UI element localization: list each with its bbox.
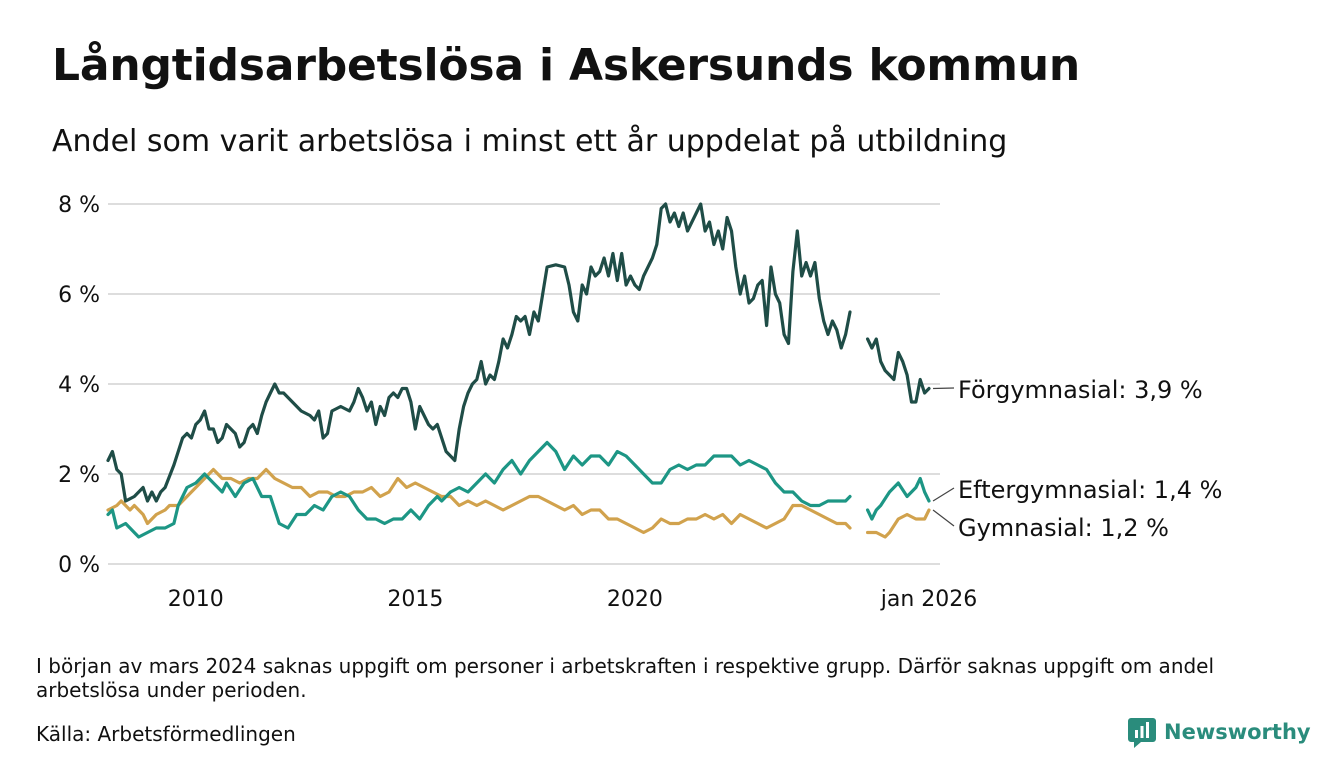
- y-tick-label: 6 %: [58, 283, 100, 308]
- source-label: Källa: Arbetsförmedlingen: [36, 722, 296, 746]
- series-line-gymnasial: [106, 467, 931, 539]
- x-tick-label: 2020: [607, 587, 663, 612]
- y-tick-label: 8 %: [58, 193, 100, 218]
- y-tick-label: 2 %: [58, 463, 100, 488]
- series-label-förgymnasial: Förgymnasial: 3,9 %: [958, 376, 1203, 404]
- newsworthy-logo: Newsworthy: [1128, 716, 1311, 748]
- x-axis-tick-labels: 2010 2015 2020 jan 2026: [168, 587, 977, 612]
- newsworthy-logo-icon: [1128, 718, 1156, 748]
- x-tick-label: 2015: [387, 587, 443, 612]
- x-tick-label: 2010: [168, 587, 224, 612]
- chart-subtitle: Andel som varit arbetslösa i minst ett å…: [52, 124, 1008, 159]
- label-connector: [932, 487, 955, 502]
- series-end-labels: Förgymnasial: 3,9 % Eftergymnasial: 1,4 %…: [932, 376, 1222, 542]
- label-connector: [933, 387, 955, 390]
- y-tick-label: 4 %: [58, 373, 100, 398]
- footnote: I början av mars 2024 saknas uppgift om …: [36, 654, 1215, 702]
- y-axis-tick-labels: 0 % 2 % 4 % 6 % 8 %: [58, 193, 100, 578]
- x-tick-label: jan 2026: [880, 587, 978, 612]
- y-tick-label: 0 %: [58, 553, 100, 578]
- label-connector: [932, 509, 955, 527]
- series-label-gymnasial: Gymnasial: 1,2 %: [958, 514, 1169, 542]
- series-label-eftergymnasial: Eftergymnasial: 1,4 %: [958, 476, 1222, 504]
- series-line-förgymnasial: [106, 202, 931, 503]
- chart-title: Långtidsarbetslösa i Askersunds kommun: [52, 40, 1080, 91]
- grid-lines: [108, 203, 940, 565]
- brand-name: Newsworthy: [1164, 720, 1311, 744]
- line-chart: 0 % 2 % 4 % 6 % 8 % 2010 2015 2020 jan 2026 För…: [58, 193, 1222, 612]
- series-lines: [106, 202, 931, 539]
- series-line-eftergymnasial: [106, 440, 931, 539]
